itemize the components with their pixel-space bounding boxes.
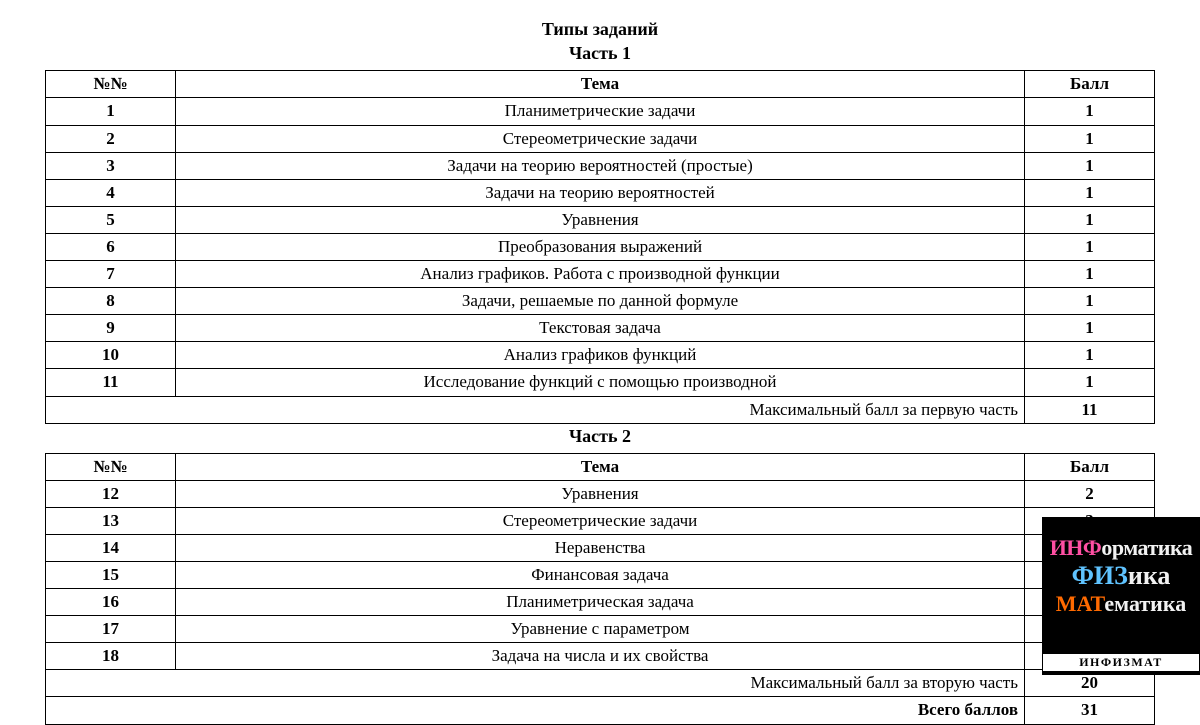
col-topic: Тема [176, 71, 1025, 98]
cell-topic: Анализ графиков. Работа с производной фу… [176, 261, 1025, 288]
cell-topic: Исследование функций с помощью производн… [176, 369, 1025, 396]
part1-table: №№ Тема Балл 1Планиметрические задачи12С… [45, 70, 1155, 423]
cell-score: 1 [1025, 179, 1155, 206]
cell-topic: Преобразования выражений [176, 233, 1025, 260]
table-summary-row: Максимальный балл за вторую часть20 [46, 670, 1155, 697]
cell-number: 17 [46, 616, 176, 643]
col-number: №№ [46, 71, 176, 98]
table-row: 6Преобразования выражений1 [46, 233, 1155, 260]
summary-label: Всего баллов [46, 697, 1025, 724]
part2-table: №№ Тема Балл 12Уравнения213Стереометриче… [45, 453, 1155, 725]
cell-topic: Уравнение с параметром [176, 616, 1025, 643]
col-topic: Тема [176, 453, 1025, 480]
cell-number: 3 [46, 152, 176, 179]
cell-topic: Финансовая задача [176, 561, 1025, 588]
table-row: 12Уравнения2 [46, 480, 1155, 507]
cell-score: 1 [1025, 206, 1155, 233]
summary-label: Максимальный балл за вторую часть [46, 670, 1025, 697]
cell-score: 1 [1025, 288, 1155, 315]
col-score: Балл [1025, 71, 1155, 98]
cell-score: 1 [1025, 98, 1155, 125]
cell-number: 4 [46, 179, 176, 206]
summary-score: 31 [1025, 697, 1155, 724]
cell-topic: Задачи, решаемые по данной формуле [176, 288, 1025, 315]
cell-number: 2 [46, 125, 176, 152]
cell-number: 6 [46, 233, 176, 260]
cell-score: 1 [1025, 342, 1155, 369]
table-row: 10Анализ графиков функций1 [46, 342, 1155, 369]
cell-topic: Неравенства [176, 534, 1025, 561]
cell-number: 14 [46, 534, 176, 561]
table-header-row: №№ Тема Балл [46, 453, 1155, 480]
cell-topic: Уравнения [176, 480, 1025, 507]
table-summary-row: Максимальный балл за первую часть11 [46, 396, 1155, 423]
table-row: 3Задачи на теорию вероятностей (простые)… [46, 152, 1155, 179]
cell-score: 1 [1025, 233, 1155, 260]
cell-topic: Уравнения [176, 206, 1025, 233]
table-row: 1Планиметрические задачи1 [46, 98, 1155, 125]
col-number: №№ [46, 453, 176, 480]
cell-score: 1 [1025, 152, 1155, 179]
table-row: 15Финансовая задача2 [46, 561, 1155, 588]
cell-topic: Планиметрические задачи [176, 98, 1025, 125]
main-title: Типы заданий [45, 18, 1155, 41]
cell-score: 1 [1025, 369, 1155, 396]
cell-score: 1 [1025, 315, 1155, 342]
table-header-row: №№ Тема Балл [46, 71, 1155, 98]
cell-number: 5 [46, 206, 176, 233]
cell-number: 9 [46, 315, 176, 342]
cell-topic: Текстовая задача [176, 315, 1025, 342]
cell-number: 1 [46, 98, 176, 125]
table-row: 9Текстовая задача1 [46, 315, 1155, 342]
cell-score: 2 [1025, 480, 1155, 507]
cell-topic: Стереометрические задачи [176, 507, 1025, 534]
cell-score: 1 [1025, 125, 1155, 152]
cell-topic: Задачи на теорию вероятностей [176, 179, 1025, 206]
cell-number: 12 [46, 480, 176, 507]
cell-topic: Анализ графиков функций [176, 342, 1025, 369]
cell-number: 10 [46, 342, 176, 369]
part1-title: Часть 1 [45, 43, 1155, 64]
cell-number: 16 [46, 589, 176, 616]
table-row: 11Исследование функций с помощью произво… [46, 369, 1155, 396]
table-row: 7Анализ графиков. Работа с производной ф… [46, 261, 1155, 288]
table-row: 17Уравнение с параметром4 [46, 616, 1155, 643]
table-row: 18Задача на числа и их свойства4 [46, 643, 1155, 670]
cell-topic: Стереометрические задачи [176, 125, 1025, 152]
cell-number: 11 [46, 369, 176, 396]
cell-number: 13 [46, 507, 176, 534]
cell-topic: Задачи на теорию вероятностей (простые) [176, 152, 1025, 179]
table-row: 2Стереометрические задачи1 [46, 125, 1155, 152]
logo-line-physics: ФИЗика [1042, 559, 1200, 593]
cell-number: 18 [46, 643, 176, 670]
cell-number: 7 [46, 261, 176, 288]
summary-score: 11 [1025, 396, 1155, 423]
table-row: 14Неравенства2 [46, 534, 1155, 561]
cell-number: 8 [46, 288, 176, 315]
cell-topic: Планиметрическая задача [176, 589, 1025, 616]
part2-title: Часть 2 [45, 426, 1155, 447]
logo-line-math: МАТематика [1042, 593, 1200, 615]
cell-score: 1 [1025, 261, 1155, 288]
table-row: 4Задачи на теорию вероятностей1 [46, 179, 1155, 206]
table-row: 16Планиметрическая задача3 [46, 589, 1155, 616]
table-row: 8Задачи, решаемые по данной формуле1 [46, 288, 1155, 315]
table-row: 5Уравнения1 [46, 206, 1155, 233]
col-score: Балл [1025, 453, 1155, 480]
table-row: 13Стереометрические задачи3 [46, 507, 1155, 534]
logo-line-informatics: ИНФорматика [1042, 537, 1200, 559]
brand-logo: ИНФорматика ФИЗика МАТематика ИНФИЗМАТ [1042, 517, 1200, 675]
cell-number: 15 [46, 561, 176, 588]
table-summary-row: Всего баллов31 [46, 697, 1155, 724]
cell-topic: Задача на числа и их свойства [176, 643, 1025, 670]
logo-footer: ИНФИЗМАТ [1042, 653, 1200, 672]
summary-label: Максимальный балл за первую часть [46, 396, 1025, 423]
